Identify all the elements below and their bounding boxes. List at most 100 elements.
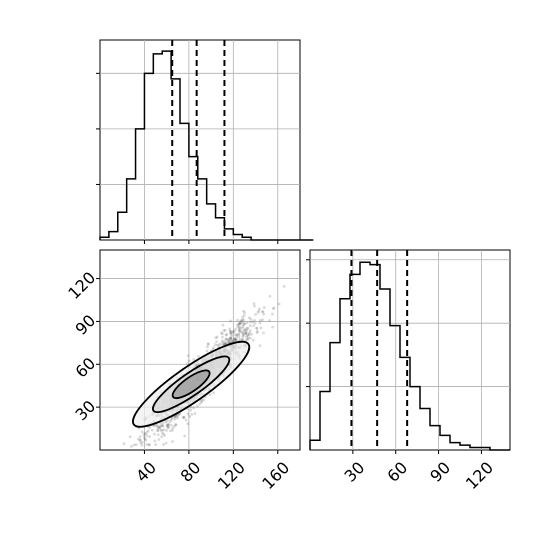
scatter-point — [246, 338, 250, 341]
scatter-point — [182, 416, 186, 419]
scatter-point — [241, 337, 245, 340]
scatter-point — [172, 424, 176, 428]
scatter-point — [246, 326, 250, 330]
scatter-point — [192, 406, 196, 410]
scatter-point — [233, 338, 237, 342]
scatter-point — [225, 333, 229, 336]
scatter-point — [142, 433, 146, 437]
scatter-point — [243, 329, 246, 333]
scatter-point — [233, 333, 237, 336]
scatter-point — [252, 302, 256, 305]
scatter-point — [181, 416, 185, 419]
scatter-point — [240, 326, 244, 330]
scatter-point — [164, 441, 168, 445]
scatter-point — [132, 443, 136, 447]
scatter-point — [128, 435, 132, 439]
scatter-point — [176, 414, 179, 418]
scatter-point — [230, 334, 234, 338]
scatter-point — [153, 439, 157, 443]
scatter-point — [247, 331, 251, 335]
scatter-point — [161, 424, 165, 428]
scatter-point — [232, 329, 236, 333]
scatter-point — [257, 307, 261, 311]
marginal-y-panel: 30 60 90 120 — [306, 249, 511, 493]
marginal-x-histogram — [99, 50, 314, 241]
scatter-point — [261, 310, 264, 314]
scatter-point — [244, 331, 247, 335]
scatter-point — [258, 344, 262, 348]
scatter-point — [168, 429, 172, 433]
scatter-point — [170, 417, 174, 420]
scatter-point — [161, 421, 165, 425]
scatter-point — [176, 416, 180, 420]
scatter-point — [246, 334, 249, 338]
scatter-point — [258, 319, 262, 322]
joint-grid — [100, 250, 300, 450]
scatter-point — [173, 415, 176, 419]
marginal-y-xtick-label: 60 — [383, 458, 411, 486]
scatter-point — [162, 428, 166, 432]
scatter-point — [259, 326, 263, 330]
scatter-point — [277, 302, 281, 306]
scatter-point — [164, 420, 168, 424]
scatter-point — [228, 338, 232, 341]
scatter-point — [239, 319, 243, 323]
scatter-point — [242, 333, 246, 337]
scatter-point — [231, 339, 234, 343]
scatter-point — [223, 340, 227, 344]
scatter-point — [158, 426, 162, 430]
scatter-point — [238, 325, 242, 329]
scatter-point — [238, 338, 242, 341]
scatter-point — [200, 400, 204, 404]
scatter-point — [156, 425, 160, 429]
joint-x-ticks: 40 80 120 160 — [132, 450, 293, 493]
scatter-point — [212, 346, 215, 350]
scatter-point — [212, 391, 215, 395]
scatter-point — [153, 432, 156, 436]
scatter-point — [255, 327, 259, 330]
scatter-point — [169, 423, 173, 427]
scatter-point — [186, 354, 190, 358]
scatter-point — [249, 317, 253, 321]
scatter-point — [240, 321, 244, 325]
scatter-point — [122, 442, 126, 446]
scatter-point — [156, 426, 160, 430]
scatter-point — [243, 322, 247, 326]
scatter-point — [268, 294, 272, 298]
scatter-point — [226, 338, 229, 342]
scatter-point — [186, 412, 190, 416]
scatter-point — [245, 337, 249, 341]
scatter-point — [240, 330, 244, 334]
scatter-point — [252, 324, 255, 328]
marginal-y-xtick-label: 120 — [462, 458, 497, 493]
scatter-point — [241, 332, 245, 336]
scatter-point — [171, 440, 174, 443]
scatter-point — [160, 435, 163, 439]
scatter-point — [253, 318, 256, 322]
scatter-point — [240, 338, 244, 342]
scatter-point — [188, 415, 192, 418]
scatter-point — [146, 429, 150, 433]
scatter-point — [241, 334, 245, 338]
joint-panel: 40 80 120 160 30 60 90 120 — [64, 249, 301, 493]
scatter-point — [231, 330, 235, 334]
scatter-point — [140, 430, 144, 434]
scatter-point — [231, 339, 235, 343]
scatter-point — [261, 318, 264, 322]
marginal-y-quantiles — [350, 250, 409, 450]
scatter-point — [186, 422, 190, 426]
scatter-point — [243, 322, 246, 326]
scatter-point — [152, 424, 156, 428]
scatter-point — [220, 331, 223, 335]
scatter-point — [229, 336, 233, 340]
scatter-point — [150, 428, 154, 432]
scatter-point — [246, 333, 250, 337]
scatter-point — [271, 325, 275, 329]
scatter-point — [215, 343, 219, 347]
scatter-point — [156, 429, 160, 433]
marginal-x-frame — [99, 39, 301, 241]
scatter-point — [233, 337, 237, 341]
scatter-point — [195, 404, 199, 408]
scatter-point — [145, 430, 149, 434]
scatter-point — [157, 438, 161, 441]
